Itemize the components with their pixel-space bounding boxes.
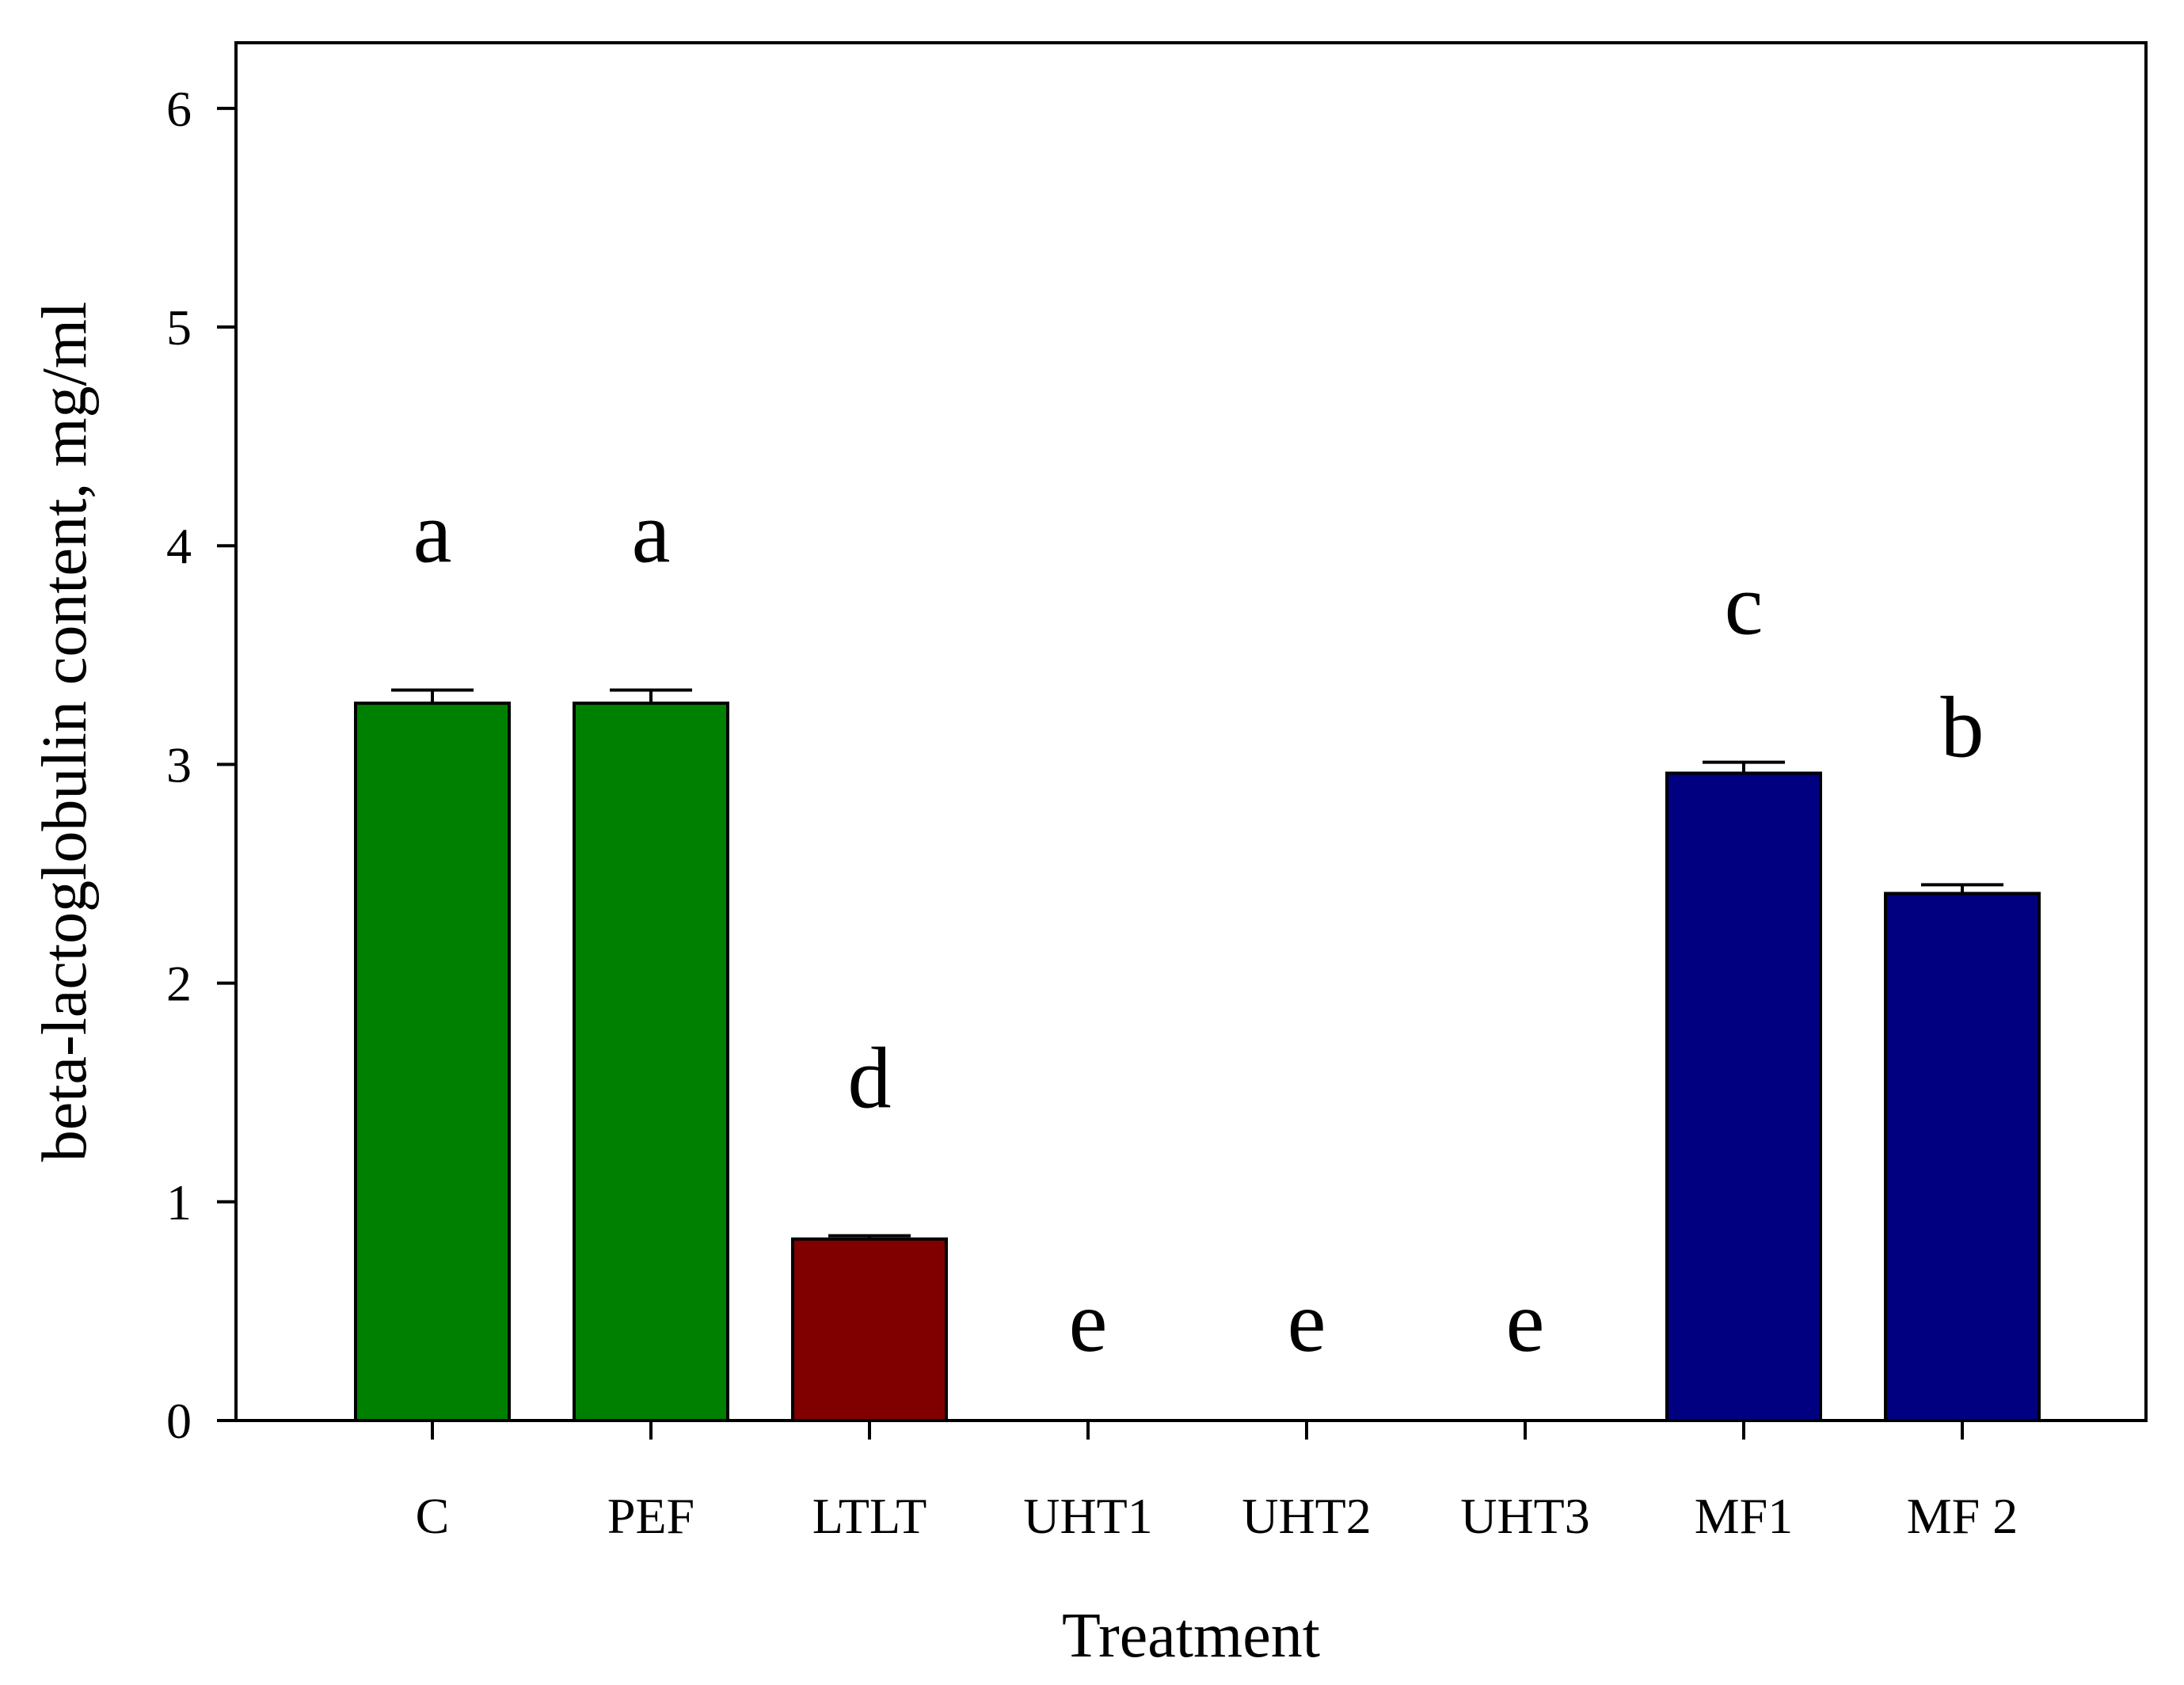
bar [573,702,729,1422]
y-tick-label: 4 [166,518,192,574]
x-tick-label: PEF [607,1488,694,1544]
significance-letter: d [848,1030,892,1127]
x-axis: C PEF LTLT UHT1 UHT2 UHT3 MF1 MF 2 [416,1421,2018,1544]
x-tick-label: MF1 [1695,1488,1794,1544]
y-tick-label: 6 [166,81,192,137]
bar [1884,892,2041,1422]
bar [791,1237,948,1423]
x-tick-label: C [416,1488,450,1544]
significance-letter: a [632,485,671,581]
bar [1665,771,1822,1422]
bar [354,702,511,1422]
significance-letter: c [1725,557,1764,653]
y-tick-label: 0 [166,1393,192,1449]
significance-letter: a [413,485,452,581]
x-tick-label: MF 2 [1907,1488,2018,1544]
y-tick-label: 2 [166,956,192,1012]
significance-letter: b [1941,679,1984,775]
x-axis-title: Treatment [1062,1601,1320,1671]
y-axis: 0 1 2 3 4 5 6 [166,81,236,1449]
y-axis-title: beta-lactoglobulin content, mg/ml [30,302,100,1162]
x-tick-label: LTLT [812,1488,927,1544]
y-tick-label: 1 [166,1174,192,1230]
y-tick-label: 5 [166,299,192,356]
significance-letter: e [1288,1273,1326,1370]
significance-letter: e [1506,1273,1545,1370]
plot-frame [234,41,2148,1422]
significance-letter: e [1069,1273,1108,1370]
x-tick-label: UHT3 [1460,1488,1590,1544]
x-tick-label: UHT2 [1242,1488,1372,1544]
bars: a a d e e e c b [354,485,2041,1423]
x-tick-label: UHT1 [1023,1488,1153,1544]
y-tick-label: 3 [166,736,192,793]
